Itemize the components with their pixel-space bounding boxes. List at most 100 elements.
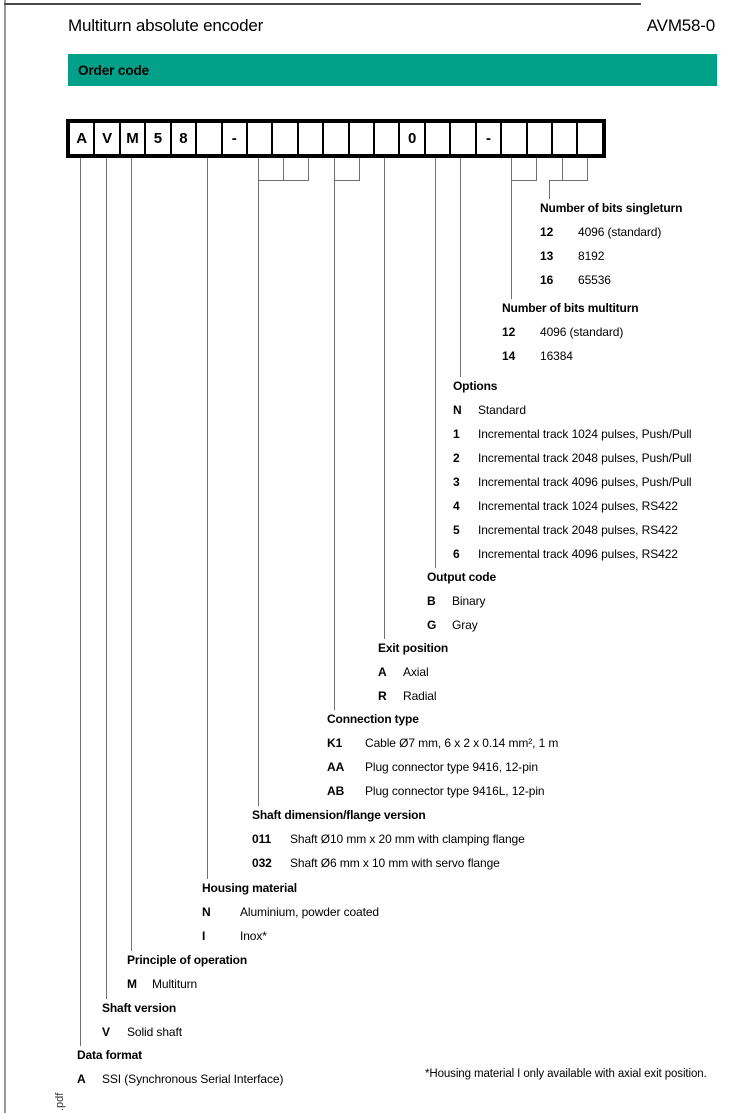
code-cell-19: [528, 123, 554, 154]
option-desc: Solid shaft: [127, 1025, 182, 1039]
code-cell-12: [350, 123, 376, 154]
order-code-banner-label: Order code: [78, 62, 150, 78]
page-left-border: [4, 0, 6, 1113]
option-code: R: [378, 689, 387, 703]
line-multiturn-drop: [511, 158, 512, 299]
code-cell-17: -: [477, 123, 503, 154]
code-cell-4: 5: [146, 123, 172, 154]
line-multiturn-stub2: [536, 158, 537, 181]
option-row: 4 Incremental track 1024 pulses, RS422: [453, 499, 691, 523]
line-connection-bracket: [334, 180, 360, 181]
option-code: 2: [453, 451, 460, 465]
line-connection-stub2: [359, 158, 360, 181]
section-exit-position: Exit position A Axial R Radial: [378, 641, 448, 713]
option-row: B Binary: [427, 594, 496, 618]
option-code: 5: [453, 523, 460, 537]
code-cell-20: [553, 123, 579, 154]
option-row: 6 Incremental track 4096 pulses, RS422: [453, 547, 691, 571]
section-header: Shaft dimension/flange version: [252, 808, 426, 822]
code-cell-9: [273, 123, 299, 154]
code-cell-18: [502, 123, 528, 154]
option-desc: Plug connector type 9416, 12-pin: [365, 760, 538, 774]
option-code: AA: [327, 760, 345, 774]
line-singleturn-drop: [549, 181, 550, 199]
option-desc: SSI (Synchronous Serial Interface): [102, 1072, 284, 1086]
section-header: Connection type: [327, 712, 419, 726]
option-row: AB Plug connector type 9416L, 12-pin: [327, 784, 558, 808]
option-row: 5 Incremental track 2048 pulses, RS422: [453, 523, 691, 547]
section-shaft-dimension: Shaft dimension/flange version 011 Shaft…: [252, 808, 525, 880]
code-cell-16: [451, 123, 477, 154]
option-row: 14 16384: [502, 349, 638, 373]
code-cell-8: [248, 123, 274, 154]
line-housing: [207, 158, 208, 879]
section-header: Exit position: [378, 641, 449, 655]
section-output-code: Output code B Binary G Gray: [427, 570, 496, 642]
option-desc: Incremental track 2048 pulses, Push/Pull: [478, 451, 692, 465]
option-desc: Standard: [478, 403, 526, 417]
option-row: N Standard: [453, 403, 691, 427]
option-desc: Incremental track 2048 pulses, RS422: [478, 523, 678, 537]
option-row: A Axial: [378, 665, 448, 689]
line-singleturn-stub2: [587, 158, 588, 181]
code-cell-21: [578, 123, 601, 154]
code-cell-7: -: [223, 123, 248, 154]
section-header: Number of bits multiturn: [502, 301, 639, 315]
line-shaftdim-bracket: [258, 180, 309, 181]
option-code: K1: [327, 736, 343, 750]
option-desc: Incremental track 1024 pulses, Push/Pull: [478, 427, 692, 441]
option-row: R Radial: [378, 689, 448, 713]
section-options: Options N Standard 1 Incremental track 1…: [453, 379, 692, 571]
option-desc: Plug connector type 9416L, 12-pin: [365, 784, 545, 798]
section-shaft-version: Shaft version V Solid shaft: [102, 1001, 182, 1049]
line-output-code: [435, 158, 436, 568]
code-cell-10: [299, 123, 325, 154]
option-row: 12 4096 (standard): [540, 225, 682, 249]
option-row: 032 Shaft Ø6 mm x 10 mm with servo flang…: [252, 856, 525, 880]
option-desc: Shaft Ø10 mm x 20 mm with clamping flang…: [290, 832, 525, 846]
option-code: AB: [327, 784, 345, 798]
option-code: 6: [453, 547, 460, 561]
option-desc: 8192: [578, 249, 605, 263]
option-code: G: [427, 618, 437, 632]
footnote: *Housing material I only available with …: [425, 1068, 707, 1080]
line-singleturn-bracket: [549, 180, 588, 181]
option-desc: Multiturn: [152, 977, 198, 991]
option-code: 13: [540, 249, 554, 263]
line-shaftdim-drop: [258, 158, 259, 806]
option-desc: Incremental track 1024 pulses, RS422: [478, 499, 678, 513]
option-row: AA Plug connector type 9416, 12-pin: [327, 760, 558, 784]
rotated-filename-fragment: .pdf: [54, 1092, 66, 1111]
section-header: Data format: [77, 1048, 143, 1062]
code-cell-5: 8: [172, 123, 198, 154]
line-singleturn-stub1: [562, 158, 563, 181]
option-code: 032: [252, 856, 272, 870]
section-header: Principle of operation: [127, 953, 248, 967]
option-row: M Multiturn: [127, 977, 247, 1001]
option-row: N Aluminium, powder coated: [202, 905, 379, 929]
option-row: 3 Incremental track 4096 pulses, Push/Pu…: [453, 475, 692, 499]
section-bits-multiturn: Number of bits multiturn 12 4096 (standa…: [502, 301, 639, 373]
option-code: 12: [540, 225, 554, 239]
option-row: K1 Cable Ø7 mm, 6 x 2 x 0.14 mm², 1 m: [327, 736, 558, 760]
section-data-format: Data format A SSI (Synchronous Serial In…: [77, 1048, 283, 1096]
product-model-label: AVM58-0: [646, 16, 715, 35]
code-cell-14: 0: [400, 123, 426, 154]
option-row: 1 Incremental track 1024 pulses, Push/Pu…: [453, 427, 692, 451]
option-desc: Aluminium, powder coated: [240, 905, 380, 919]
order-code-banner: Order code: [68, 54, 717, 86]
option-code: I: [202, 929, 206, 943]
option-desc: Axial: [403, 665, 429, 679]
option-desc: 4096 (standard): [540, 325, 624, 339]
option-code: N: [453, 403, 462, 417]
line-shaftdim-stub3: [308, 158, 309, 181]
option-desc: Inox*: [240, 929, 267, 943]
line-exit-position: [384, 158, 385, 639]
section-principle-of-operation: Principle of operation M Multiturn: [127, 953, 247, 1001]
option-code: A: [378, 665, 387, 679]
section-connection-type: Connection type K1 Cable Ø7 mm, 6 x 2 x …: [327, 712, 558, 808]
line-shaftdim-stub2: [283, 158, 284, 181]
option-row: V Solid shaft: [102, 1025, 182, 1049]
option-desc: Incremental track 4096 pulses, RS422: [478, 547, 678, 561]
